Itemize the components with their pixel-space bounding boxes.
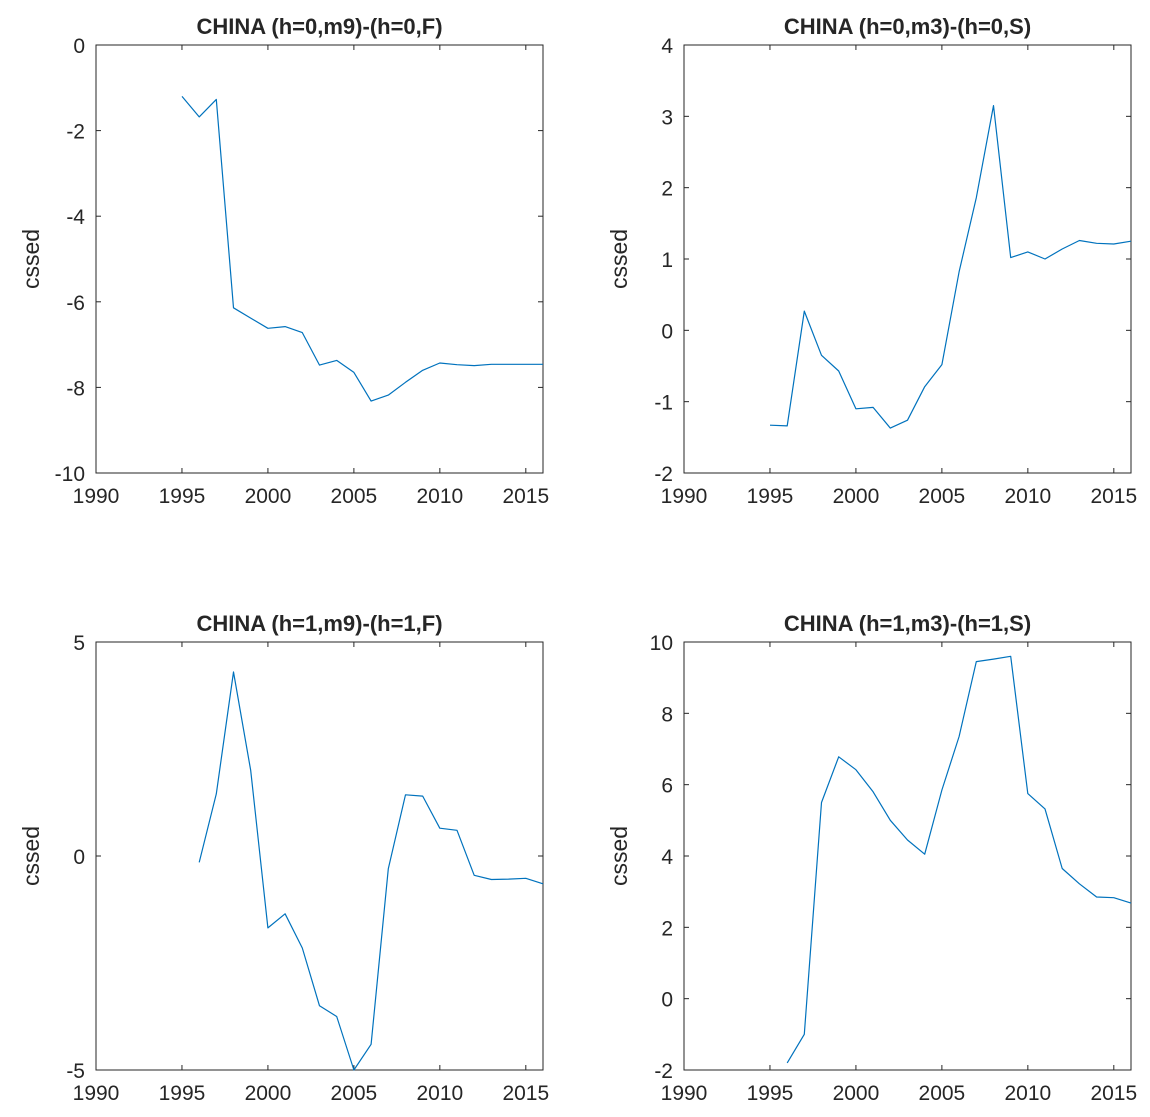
y-tick-label: -5: [66, 1060, 85, 1083]
subplot-2: CHINA (h=0,m3)-(h=0,S) cssed 1990 1995 2000 2…: [606, 14, 1137, 508]
y-tick-label: -1: [654, 392, 673, 415]
y-axis-label: cssed: [606, 229, 632, 289]
series-line: [181, 96, 543, 402]
y-tick-label: 0: [73, 846, 85, 869]
chart-title: CHINA (h=1,m9)-(h=1,F): [196, 611, 442, 636]
y-tick-label: -2: [654, 463, 673, 486]
x-tick-label: 2000: [245, 1082, 292, 1105]
y-tick-label: -8: [66, 377, 85, 400]
x-tick-label: 1995: [747, 485, 794, 508]
x-tick-label: 2015: [502, 1082, 549, 1105]
x-tick-label: 2015: [1090, 485, 1137, 508]
x-tick-label: 2005: [331, 485, 378, 508]
y-tick-label: -6: [66, 292, 85, 315]
y-tick-label: 3: [661, 106, 673, 129]
axes-box: [95, 44, 544, 474]
x-tick-label: 1990: [661, 1082, 708, 1105]
axes-box: [683, 641, 1132, 1071]
y-axis-label: cssed: [18, 229, 44, 289]
chart-title: CHINA (h=0,m9)-(h=0,F): [196, 14, 442, 39]
y-tick-label: 0: [73, 35, 85, 58]
x-tick-label: 1995: [159, 1082, 206, 1105]
x-tick-label: 1990: [73, 1082, 120, 1105]
x-tick-label: 2000: [833, 485, 880, 508]
subplot-4: CHINA (h=1,m3)-(h=1,S) cssed 1990 1995 2000 2…: [606, 611, 1137, 1105]
x-tick-label: 2015: [502, 485, 549, 508]
subplot-3: CHINA (h=1,m9)-(h=1,F) cssed 1990 1995 2000 2…: [18, 611, 549, 1105]
x-tick-label: 2005: [919, 485, 966, 508]
x-tick-label: 1990: [661, 485, 708, 508]
chart-title: CHINA (h=0,m3)-(h=0,S): [784, 14, 1031, 39]
y-tick-label: -10: [55, 463, 85, 486]
x-tick-label: 2010: [1004, 485, 1051, 508]
series-line: [786, 655, 1132, 1064]
x-tick-label: 2015: [1090, 1082, 1137, 1105]
y-tick-label: 0: [661, 320, 673, 343]
y-tick-label: 1: [661, 249, 673, 272]
x-tick-label: 1995: [159, 485, 206, 508]
x-tick-label: 1995: [747, 1082, 794, 1105]
y-tick-label: 4: [661, 35, 673, 58]
y-tick-label: 8: [661, 703, 673, 726]
x-tick-label: 2000: [245, 485, 292, 508]
y-tick-label: -2: [66, 121, 85, 144]
y-tick-label: -2: [654, 1060, 673, 1083]
x-tick-label: 2005: [331, 1082, 378, 1105]
series-line: [198, 671, 544, 1071]
y-axis-label: cssed: [18, 826, 44, 886]
y-tick-label: 10: [650, 632, 673, 655]
y-tick-label: -4: [66, 206, 85, 229]
x-tick-label: 2000: [833, 1082, 880, 1105]
x-tick-label: 2010: [416, 1082, 463, 1105]
x-tick-label: 2010: [416, 485, 463, 508]
series-line: [769, 104, 1132, 429]
chart-title: CHINA (h=1,m3)-(h=1,S): [784, 611, 1031, 636]
x-tick-label: 2005: [919, 1082, 966, 1105]
y-tick-label: 4: [661, 846, 673, 869]
x-tick-label: 1990: [73, 485, 120, 508]
y-axis-label: cssed: [606, 826, 632, 886]
axes-box: [683, 44, 1132, 474]
x-tick-label: 2010: [1004, 1082, 1051, 1105]
y-tick-label: 2: [661, 178, 673, 201]
y-tick-label: 5: [73, 632, 85, 655]
subplot-1: CHINA (h=0,m9)-(h=0,F) cssed 1990 1995 2000 2…: [18, 14, 549, 508]
y-tick-label: 2: [661, 917, 673, 940]
y-tick-label: 6: [661, 775, 673, 798]
y-tick-label: 0: [661, 989, 673, 1012]
